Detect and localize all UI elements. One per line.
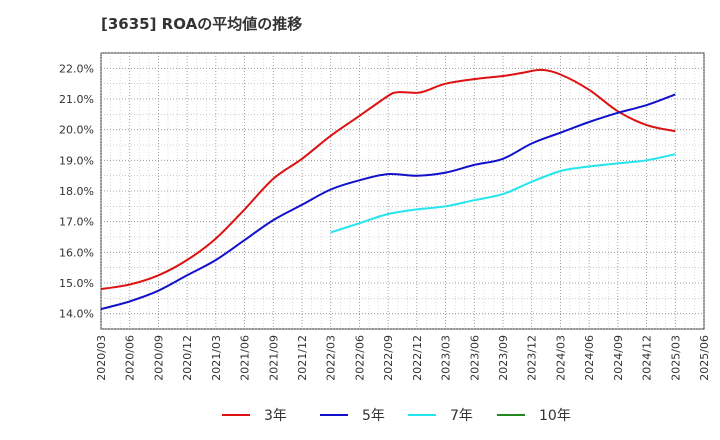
x-tick-label: 2020/09 bbox=[152, 335, 165, 381]
y-axis: 14.0% 15.0% 16.0% 17.0% 18.0% 19.0% 20.0% 21.0%… bbox=[59, 62, 94, 320]
x-tick-label: 2021/03 bbox=[210, 335, 223, 381]
x-tick-label: 2024/06 bbox=[583, 335, 596, 381]
y-tick-label: 14.0% bbox=[59, 308, 94, 321]
series-line-1 bbox=[100, 93, 676, 311]
x-tick-label: 2024/03 bbox=[554, 335, 567, 381]
x-tick-label: 2021/09 bbox=[267, 335, 280, 381]
x-tick-label: 2023/09 bbox=[497, 335, 510, 381]
legend-label-1: 5年 bbox=[362, 408, 385, 424]
series-line-0 bbox=[100, 68, 676, 291]
x-tick-label: 2020/03 bbox=[95, 335, 108, 381]
y-tick-label: 20.0% bbox=[59, 124, 94, 137]
legend-label-0: 3年 bbox=[264, 408, 287, 424]
y-tick-label: 19.0% bbox=[59, 154, 94, 167]
legend-label-2: 7年 bbox=[450, 408, 473, 424]
y-tick-label: 18.0% bbox=[59, 185, 94, 198]
x-tick-label: 2021/12 bbox=[296, 335, 309, 381]
y-tick-label: 15.0% bbox=[59, 277, 94, 290]
x-tick-label: 2023/12 bbox=[526, 335, 539, 381]
x-tick-label: 2025/06 bbox=[698, 335, 711, 381]
y-tick-label: 17.0% bbox=[59, 216, 94, 229]
x-tick-label: 2025/03 bbox=[669, 335, 682, 381]
x-tick-label: 2024/12 bbox=[641, 335, 654, 381]
y-tick-label: 21.0% bbox=[59, 93, 94, 106]
x-tick-label: 2022/12 bbox=[411, 335, 424, 381]
series-line-2 bbox=[330, 153, 676, 234]
y-tick-label: 16.0% bbox=[59, 246, 94, 259]
x-tick-label: 2020/06 bbox=[124, 335, 137, 381]
x-tick-label: 2021/06 bbox=[239, 335, 252, 381]
x-tick-label: 2020/12 bbox=[181, 335, 194, 381]
x-tick-label: 2023/03 bbox=[440, 335, 453, 381]
x-tick-label: 2023/06 bbox=[468, 335, 481, 381]
x-tick-label: 2022/03 bbox=[325, 335, 338, 381]
y-tick-label: 22.0% bbox=[59, 62, 94, 75]
x-tick-label: 2024/09 bbox=[612, 335, 625, 381]
x-tick-label: 2022/06 bbox=[353, 335, 366, 381]
x-tick-label: 2022/09 bbox=[382, 335, 395, 381]
x-axis: 2020/03 2020/06 2020/09 2020/12 2021/03 2021/… bbox=[95, 335, 711, 381]
legend: 3年 5年 7年 10年 bbox=[222, 408, 571, 424]
legend-label-3: 10年 bbox=[539, 408, 571, 424]
series-lines bbox=[100, 68, 676, 311]
chart-title: [3635] ROAの平均値の推移 bbox=[101, 15, 303, 33]
